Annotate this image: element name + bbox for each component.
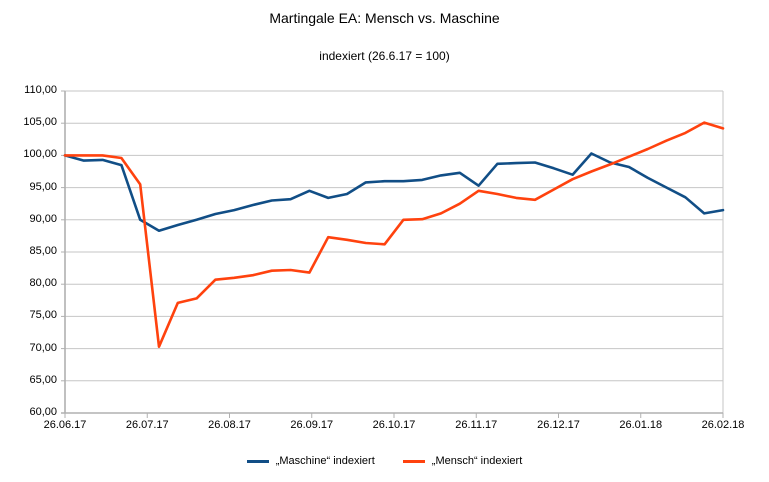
legend: „Maschine“ indexiert „Mensch“ indexiert bbox=[0, 455, 769, 467]
y-tick-label: 80,00 bbox=[29, 277, 57, 290]
chart-subtitle: indexiert (26.6.17 = 100) bbox=[319, 49, 450, 63]
y-tick-label: 85,00 bbox=[29, 245, 57, 257]
y-tick-label: 65,00 bbox=[29, 373, 57, 386]
x-tick-label: 26.08.17 bbox=[208, 419, 251, 431]
legend-item-maschine: „Maschine“ indexiert bbox=[246, 455, 375, 467]
x-tick-label: 26.01.18 bbox=[619, 419, 663, 431]
x-tick-label: 26.10.17 bbox=[372, 419, 416, 431]
x-tick-label: 26.07.17 bbox=[125, 419, 169, 431]
y-tick-label: 105,00 bbox=[23, 116, 57, 129]
mensch-line bbox=[63, 121, 725, 349]
x-tick-label: 26.12.17 bbox=[537, 419, 580, 431]
y-tick-label: 95,00 bbox=[29, 180, 57, 193]
maschine-line bbox=[63, 152, 725, 232]
legend-item-mensch: „Mensch“ indexiert bbox=[402, 455, 523, 467]
y-tick-label: 75,00 bbox=[29, 309, 57, 322]
x-tick-label: 26.09.17 bbox=[290, 419, 334, 431]
x-tick-label: 26.06.17 bbox=[43, 419, 87, 431]
legend-label-mensch: „Mensch“ indexiert bbox=[431, 455, 523, 467]
y-tick-label: 100,00 bbox=[23, 148, 57, 161]
y-tick-label: 90,00 bbox=[29, 212, 57, 225]
x-tick-label: 26.02.18 bbox=[701, 419, 745, 431]
maschine-line-swatch bbox=[246, 459, 269, 463]
y-tick-label: 70,00 bbox=[29, 341, 57, 354]
chart-title: Martingale EA: Mensch vs. Maschine bbox=[269, 10, 500, 26]
y-tick-label: 60,00 bbox=[29, 406, 57, 418]
mensch-line-swatch bbox=[402, 459, 425, 463]
x-tick-label: 26.11.17 bbox=[455, 419, 498, 431]
y-tick-label: 110,00 bbox=[24, 84, 57, 96]
legend-label-maschine: „Maschine“ indexiert bbox=[275, 455, 375, 467]
